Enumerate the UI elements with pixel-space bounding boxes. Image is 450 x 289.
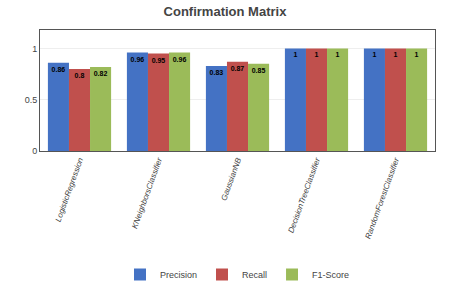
svg-text:0.8: 0.8 [75,72,85,79]
svg-text:LogisticRegression: LogisticRegression [54,156,86,223]
svg-text:0.95: 0.95 [152,57,166,64]
svg-text:0.87: 0.87 [231,65,245,72]
svg-text:Precision: Precision [160,270,197,280]
svg-text:RandomForestClassifier: RandomForestClassifier [363,156,401,240]
svg-text:0: 0 [32,146,37,156]
svg-text:0.5: 0.5 [25,95,38,105]
svg-text:GaussianNB: GaussianNB [219,156,243,202]
svg-text:0.96: 0.96 [131,56,145,63]
svg-text:0.96: 0.96 [173,56,187,63]
svg-text:1: 1 [32,44,37,54]
svg-text:0.85: 0.85 [252,67,266,74]
svg-text:0.83: 0.83 [210,69,224,76]
svg-text:DecisionTreeClassifier: DecisionTreeClassifier [287,156,323,234]
svg-text:1: 1 [336,51,340,58]
svg-text:Confirmation Matrix: Confirmation Matrix [164,4,288,19]
svg-text:0.82: 0.82 [94,70,108,77]
svg-text:1: 1 [394,51,398,58]
svg-text:1: 1 [315,51,319,58]
svg-text:KNeighborsClassifier: KNeighborsClassifier [130,156,164,230]
svg-text:0.86: 0.86 [52,66,66,73]
svg-text:1: 1 [293,51,297,58]
svg-text:Recall: Recall [242,270,267,280]
svg-text:F1-Score: F1-Score [312,270,349,280]
svg-text:1: 1 [415,51,419,58]
svg-text:1: 1 [372,51,376,58]
